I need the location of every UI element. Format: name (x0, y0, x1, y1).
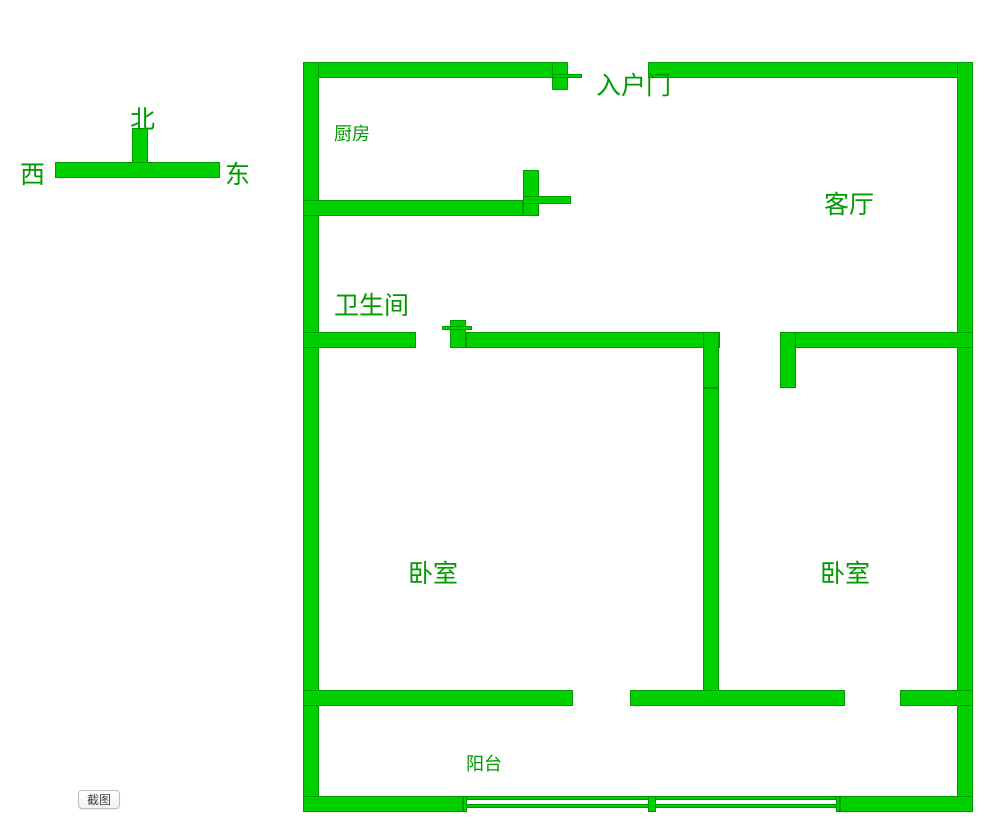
label-entrance: 入户门 (596, 66, 671, 102)
bath-door-jamb-v (450, 320, 466, 348)
label-kitchen: 厨房 (334, 120, 370, 146)
window-mullion-2 (648, 796, 656, 812)
outer-top-left (303, 62, 568, 78)
outer-top-right (648, 62, 973, 78)
compass-north: 北 (130, 100, 155, 136)
compass-east: 东 (225, 155, 250, 191)
kitchen-bath-divider-left (303, 200, 523, 216)
compass-bar (55, 162, 220, 178)
label-bathroom: 卫生间 (334, 286, 409, 322)
balcony-divider-right (900, 690, 973, 706)
balcony-divider-left (303, 690, 573, 706)
label-bedroom-l: 卧室 (408, 554, 458, 590)
mid-divider-far-right (780, 332, 973, 348)
floorplan-canvas: 入户门厨房客厅卫生间卧室 卧室阳台 北西 东 截图 (0, 0, 1006, 839)
entrance-jamb-left-h (552, 74, 582, 78)
compass-west: 西 (20, 155, 45, 191)
label-living: 客厅 (824, 185, 874, 221)
label-bedroom-r: 卧室 (820, 554, 870, 590)
label-balcony: 阳台 (466, 750, 502, 776)
outer-bottom-left (303, 796, 463, 812)
center-wall-stub-top (703, 332, 719, 388)
right-room-wall-stub (780, 332, 796, 388)
window-mullion-1 (463, 796, 467, 812)
window-mullion-3 (836, 796, 840, 812)
bath-divider-left (303, 332, 416, 348)
kitchen-wall-h-stub (523, 196, 571, 204)
screenshot-button[interactable]: 截图 (78, 790, 120, 809)
balcony-divider-mid (630, 690, 845, 706)
mid-divider-right (466, 332, 720, 348)
center-wall-v (703, 388, 719, 706)
outer-bottom-right (840, 796, 973, 812)
kitchen-wall-v (523, 170, 539, 216)
bath-door-jamb-h (442, 326, 472, 330)
